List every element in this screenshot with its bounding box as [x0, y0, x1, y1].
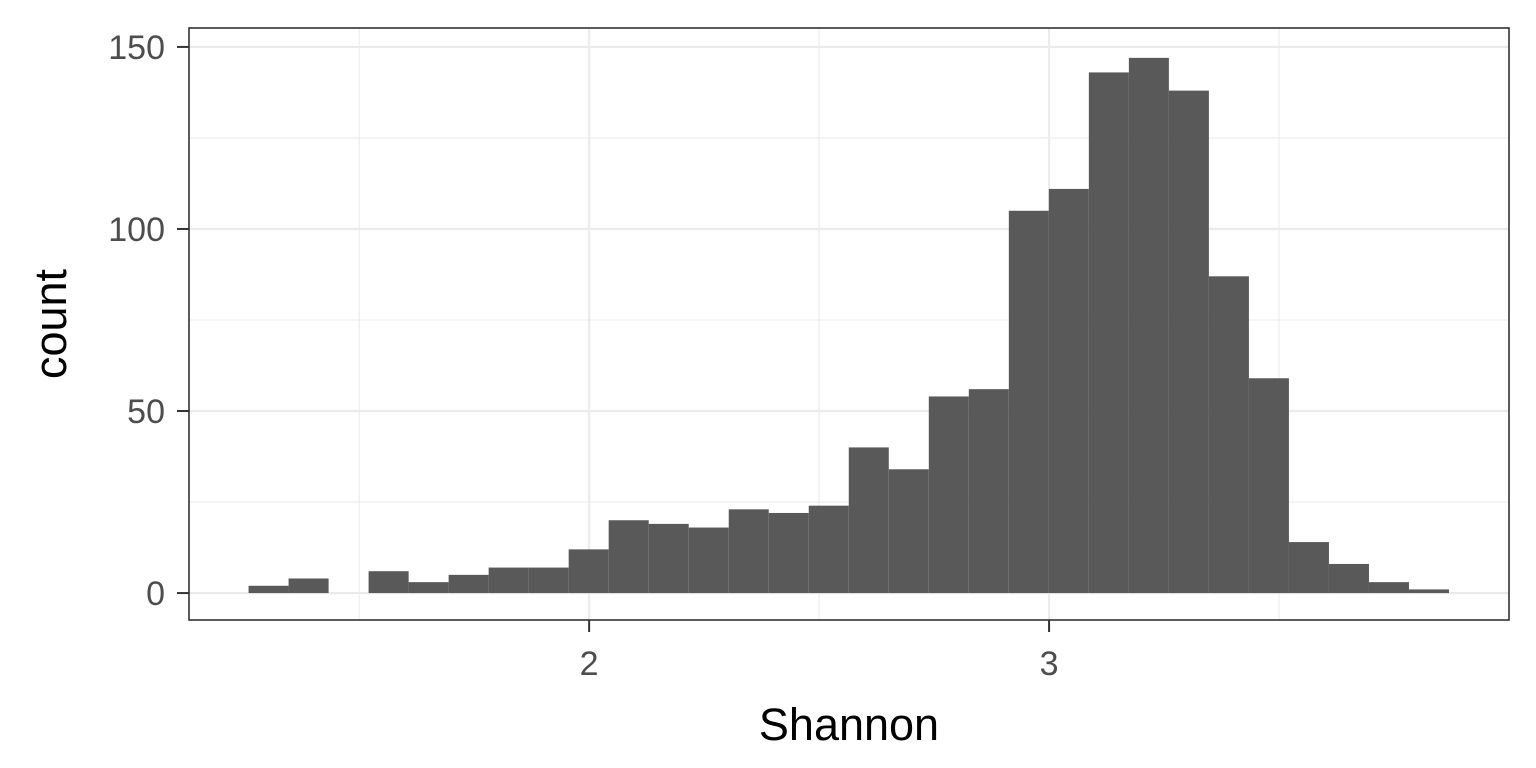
x-axis-title: Shannon	[759, 699, 939, 750]
histogram-bar	[448, 574, 489, 594]
y-axis: 0 50 100 150	[108, 29, 189, 613]
y-tick-label: 150	[108, 29, 165, 67]
histogram-bar	[648, 523, 689, 594]
histogram-bar	[1168, 90, 1209, 594]
x-tick-label: 2	[580, 645, 599, 683]
histogram-bar	[288, 578, 329, 594]
histogram-bar	[1288, 542, 1329, 594]
histogram-bar	[408, 582, 449, 594]
y-tick-label: 100	[108, 211, 165, 249]
y-axis-title: count	[25, 268, 76, 379]
histogram-bar	[568, 549, 609, 594]
histogram-bar	[1248, 378, 1289, 594]
histogram-bar	[888, 469, 929, 594]
x-tick-label: 3	[1040, 645, 1059, 683]
histogram-bar	[1208, 276, 1249, 594]
histogram-bar	[1368, 582, 1409, 594]
y-tick-label: 50	[127, 393, 165, 431]
histogram-bar	[928, 396, 969, 594]
histogram-bar	[848, 447, 889, 594]
y-tick-label: 0	[146, 575, 165, 613]
histogram-bar	[1408, 589, 1449, 594]
histogram-bar	[1008, 210, 1049, 594]
histogram-bar	[488, 567, 529, 594]
histogram-bar	[688, 527, 729, 594]
histogram-bar	[808, 505, 849, 594]
histogram-bar	[768, 512, 809, 594]
histogram-bar	[728, 509, 769, 594]
histogram-bars	[248, 57, 1449, 594]
histogram-bar	[1328, 563, 1369, 594]
plot-border	[188, 27, 1510, 621]
histogram-bar	[968, 389, 1009, 594]
minor-gridlines	[189, 28, 1509, 620]
histogram-bar	[608, 520, 649, 594]
histogram-bar	[528, 567, 569, 594]
histogram-bar	[1048, 188, 1089, 594]
histogram-bar	[1088, 72, 1129, 594]
histogram-bar	[1128, 57, 1169, 594]
histogram-bar	[368, 571, 409, 594]
histogram-bar	[248, 585, 289, 594]
